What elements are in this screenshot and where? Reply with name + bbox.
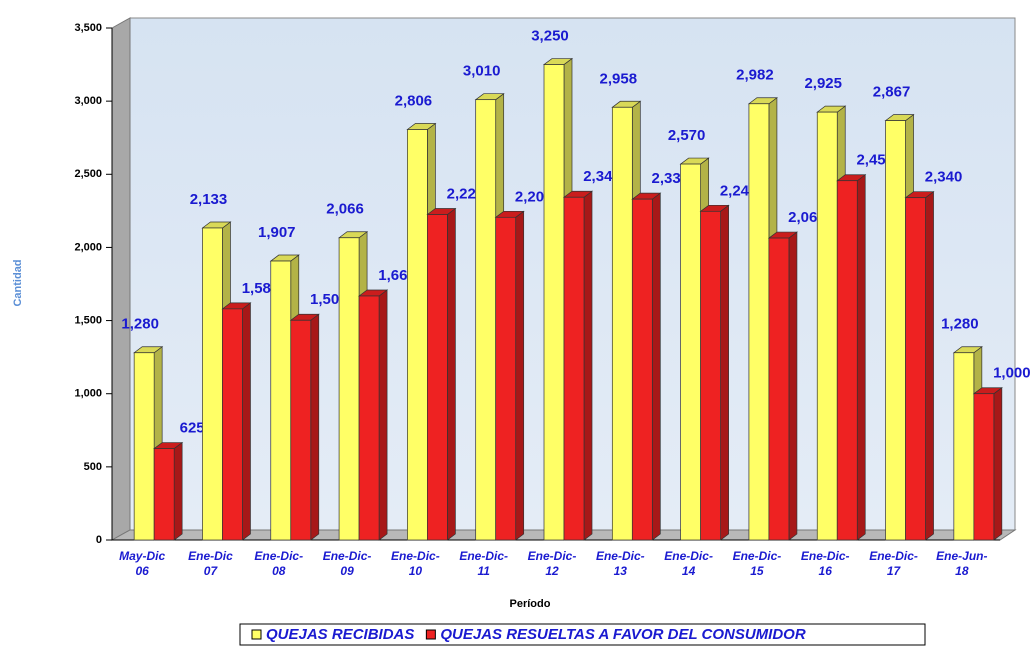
- bar-side: [378, 289, 388, 541]
- bar-side: [173, 441, 183, 541]
- bar: [153, 448, 175, 541]
- value-label: 3,250: [531, 28, 569, 45]
- value-label: 1,502: [310, 291, 348, 308]
- bar-side: [447, 207, 456, 541]
- value-label: 2,343: [583, 168, 621, 185]
- bar-side: [583, 190, 593, 541]
- bar: [475, 99, 497, 541]
- value-label: 1,668: [378, 267, 416, 284]
- side-wall: [111, 17, 131, 541]
- bar: [973, 393, 995, 541]
- bar-side: [856, 174, 866, 541]
- y-tick-label: 2,500: [74, 168, 102, 180]
- x-tick-label: Ene-Dic-14: [664, 549, 713, 578]
- value-label: 2,247: [720, 182, 758, 199]
- value-label: 1,000: [993, 365, 1030, 382]
- value-label: 2,340: [925, 169, 963, 186]
- bar: [495, 216, 517, 541]
- y-tick-label: 3,000: [74, 95, 102, 107]
- value-label: 2,806: [395, 92, 433, 109]
- value-label: 2,958: [600, 70, 638, 87]
- value-label: 2,206: [515, 188, 553, 205]
- value-label: 2,330: [652, 170, 690, 187]
- value-label: 625: [180, 420, 205, 437]
- bar: [700, 210, 721, 541]
- x-axis-label: Período: [510, 598, 551, 610]
- bar: [768, 237, 790, 541]
- bar-side: [720, 204, 729, 541]
- x-tick-label: Ene-Dic-09: [323, 549, 372, 578]
- x-tick-label: Ene-Dic-13: [596, 549, 645, 578]
- value-label: 2,066: [326, 201, 364, 218]
- y-axis-label: Cantidad: [12, 259, 24, 306]
- x-tick-label: Ene-Dic-15: [733, 549, 782, 578]
- y-tick-label: 1,500: [74, 314, 102, 326]
- x-tick-label: Ene-Jun-18: [936, 549, 987, 578]
- y-tick-label: 2,000: [74, 241, 102, 253]
- x-tick-label: Ene-Dic-10: [391, 549, 440, 578]
- value-label: 2,225: [447, 185, 485, 202]
- x-tick-label: Ene-Dic-08: [254, 549, 303, 578]
- y-tick-label: 1,000: [74, 388, 102, 400]
- bar: [270, 260, 292, 541]
- value-label: 2,867: [873, 84, 911, 101]
- bar: [885, 120, 906, 541]
- bar: [836, 180, 858, 541]
- x-tick-label: Ene-Dic-17: [869, 549, 918, 578]
- bar: [543, 64, 565, 541]
- value-label: 1,907: [258, 224, 296, 241]
- bar: [905, 197, 926, 541]
- legend-swatch: [425, 629, 436, 640]
- value-label: 1,280: [121, 316, 159, 333]
- legend-label: QUEJAS RECIBIDAS: [266, 626, 414, 643]
- x-tick-label: Ene-Dic-12: [528, 549, 577, 578]
- bar: [611, 106, 633, 541]
- bar-side: [515, 210, 525, 541]
- legend-swatch: [251, 629, 262, 640]
- bar: [953, 352, 975, 541]
- bar-side: [310, 313, 320, 541]
- bar: [407, 129, 428, 541]
- bar: [358, 295, 380, 541]
- value-label: 3,010: [463, 63, 501, 80]
- bar: [133, 352, 155, 541]
- value-label: 2,133: [190, 191, 228, 208]
- bar-side: [925, 190, 934, 541]
- bar: [427, 214, 448, 541]
- bar: [338, 237, 360, 541]
- y-tick-label: 0: [96, 534, 102, 546]
- value-label: 2,982: [736, 67, 774, 84]
- value-label: 2,456: [856, 152, 894, 169]
- y-tick-label: 500: [84, 461, 102, 473]
- bar-side: [242, 302, 251, 541]
- bar: [202, 227, 223, 541]
- value-label: 1,280: [941, 316, 979, 333]
- bar: [680, 163, 701, 541]
- bar: [631, 198, 653, 541]
- value-label: 2,925: [804, 75, 842, 92]
- x-tick-label: Ene-Dic-16: [801, 549, 850, 578]
- value-label: 2,064: [788, 209, 826, 226]
- bar-side: [651, 192, 661, 541]
- y-tick-label: 3,500: [74, 22, 102, 34]
- bar: [290, 319, 312, 541]
- value-label: 1,580: [242, 280, 280, 297]
- bar: [222, 308, 243, 541]
- bar: [816, 111, 838, 541]
- x-tick-label: May-Dic 06: [119, 549, 165, 578]
- legend: [239, 623, 926, 646]
- value-label: 2,570: [668, 127, 706, 144]
- bar-side: [993, 387, 1003, 541]
- bar: [748, 103, 770, 541]
- x-tick-label: Ene-Dic 07: [188, 549, 233, 578]
- bar-side: [788, 231, 798, 541]
- x-tick-label: Ene-Dic-11: [459, 549, 508, 578]
- bar: [563, 196, 585, 541]
- legend-label: QUEJAS RESUELTAS A FAVOR DEL CONSUMIDOR: [440, 626, 805, 643]
